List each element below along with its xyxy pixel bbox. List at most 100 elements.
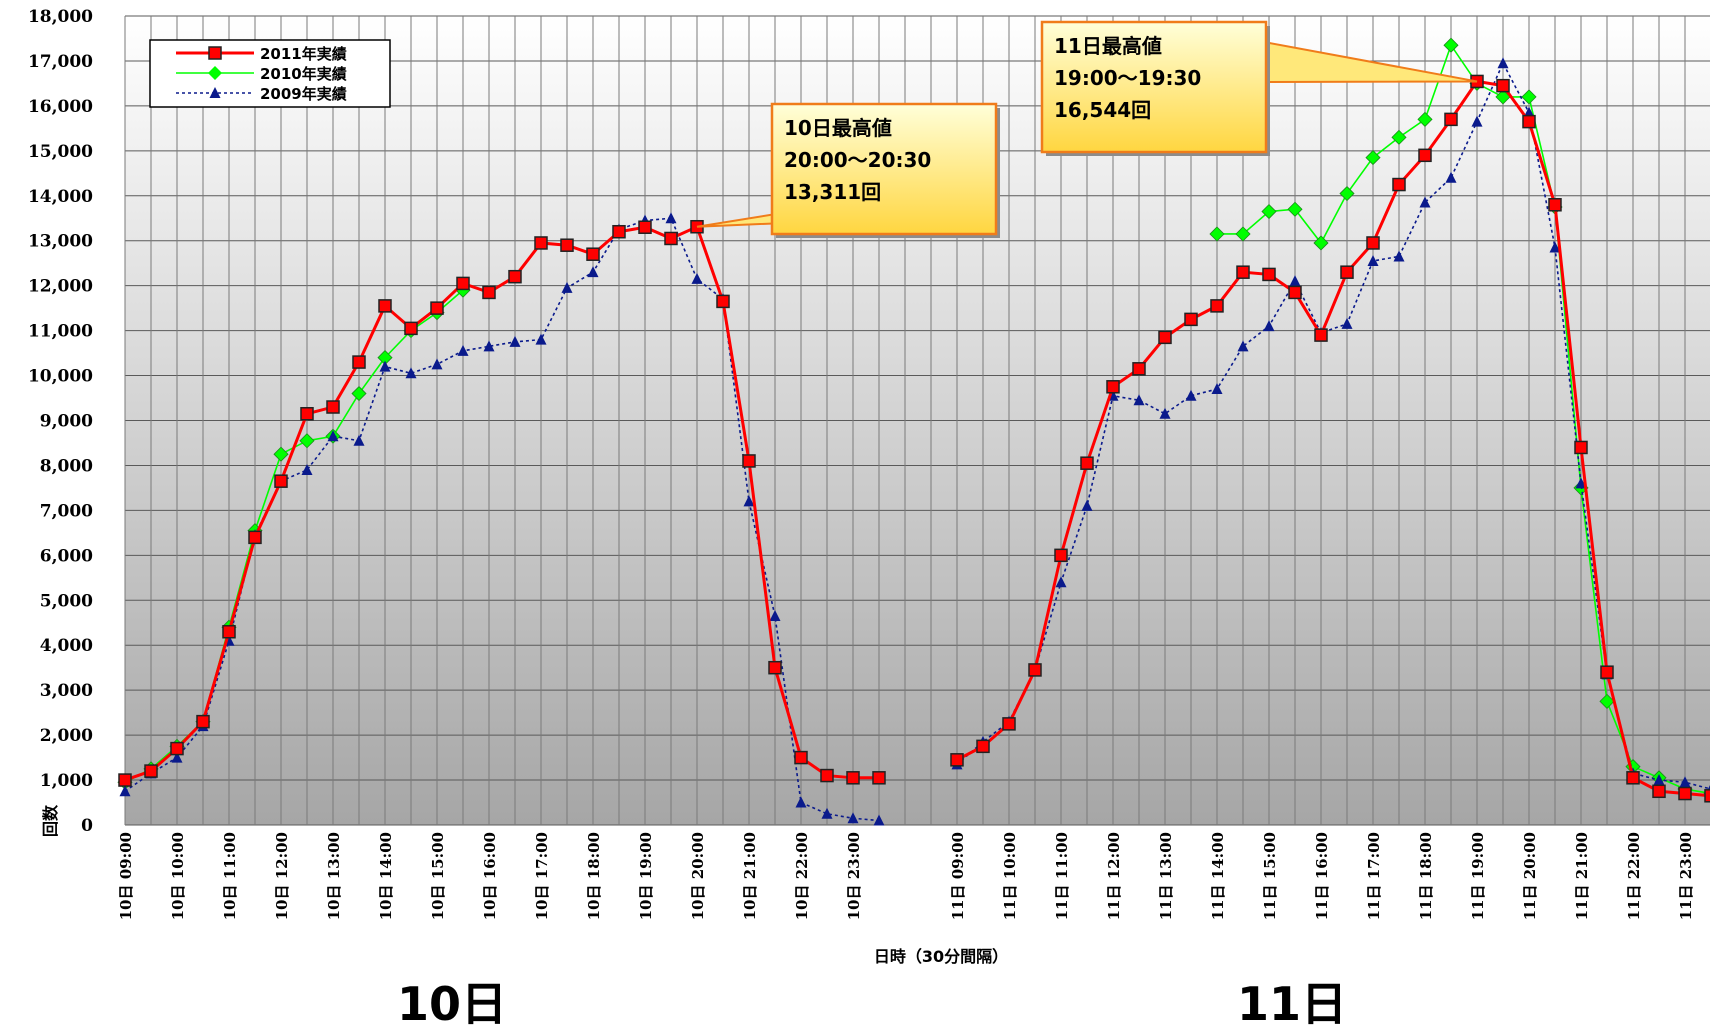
x-tick-label: 10日 15:00: [429, 832, 447, 920]
data-point: [1522, 114, 1536, 129]
data-point: [560, 238, 574, 252]
data-point: [379, 360, 391, 372]
legend-item-2: 2009年実績: [176, 85, 347, 103]
y-tick-label: 2,000: [40, 726, 93, 746]
data-point: [847, 812, 859, 824]
data-point: [482, 285, 496, 300]
data-point: [561, 281, 573, 293]
data-point: [1599, 693, 1615, 709]
day-label-11: 11日: [1237, 977, 1347, 1031]
y-axis-title: 回数: [41, 804, 60, 837]
data-point: [1159, 407, 1171, 419]
data-point: [405, 367, 417, 379]
data-point: [768, 660, 782, 675]
data-point: [1184, 312, 1198, 327]
data-point: [1340, 265, 1354, 279]
x-tick-label: 11日 23:00: [1677, 832, 1695, 920]
data-point: [1574, 440, 1588, 455]
data-point: [119, 785, 131, 797]
data-point: [1263, 320, 1275, 332]
series-layer: [117, 37, 1710, 826]
y-tick-label: 10,000: [28, 367, 93, 387]
day-label-10: 10日: [397, 977, 507, 1031]
legend-marker: [208, 66, 222, 80]
y-tick-label: 9,000: [40, 412, 93, 432]
data-point: [1055, 576, 1067, 588]
data-point: [1158, 330, 1172, 345]
data-point: [1288, 285, 1302, 300]
data-point: [171, 751, 183, 763]
y-tick-label: 3,000: [40, 681, 93, 701]
data-point: [1365, 150, 1381, 166]
data-point: [352, 355, 366, 369]
x-tick-label: 11日 13:00: [1157, 832, 1175, 920]
data-point: [1471, 115, 1483, 127]
data-point: [248, 530, 262, 545]
data-point: [1106, 380, 1120, 394]
y-tick-label: 6,000: [40, 546, 93, 566]
data-point: [795, 796, 807, 808]
data-point: [1652, 784, 1666, 799]
x-tick-label: 11日 15:00: [1261, 832, 1279, 920]
callout-line: 19:00～19:30: [1054, 66, 1201, 90]
legend-marker: [209, 87, 221, 98]
x-tick-label: 11日 12:00: [1105, 832, 1123, 920]
data-point: [483, 340, 495, 352]
data-point: [1289, 275, 1301, 287]
data-point: [326, 400, 340, 414]
y-tick-label: 14,000: [28, 187, 93, 207]
data-point: [430, 301, 444, 315]
data-point: [1445, 171, 1457, 183]
x-tick-label: 10日 16:00: [481, 832, 499, 920]
x-tick-label: 10日 20:00: [689, 832, 707, 920]
data-point: [1678, 786, 1692, 801]
data-point: [509, 335, 521, 347]
data-point: [274, 474, 288, 488]
data-point: [1262, 267, 1276, 282]
callout-box: [1040, 20, 1268, 154]
data-point: [1521, 89, 1537, 105]
data-point: [1235, 226, 1251, 242]
data-point: [1209, 226, 1225, 242]
x-axis-title: 日時（30分間隔）: [874, 947, 1008, 966]
data-point: [1367, 254, 1379, 266]
data-point: [1236, 265, 1250, 279]
x-tick-label: 11日 14:00: [1209, 832, 1227, 920]
data-point: [196, 714, 210, 729]
data-point: [1211, 383, 1223, 395]
data-point: [457, 344, 469, 356]
y-tick-label: 1,000: [40, 771, 93, 791]
data-point: [1028, 663, 1042, 677]
data-point: [1679, 776, 1691, 788]
series-0: [118, 74, 1710, 803]
callout-line: 10日最高値: [784, 116, 892, 140]
data-point: [1653, 774, 1665, 786]
data-point: [1287, 201, 1303, 217]
callout-box: [770, 102, 998, 236]
data-point: [1341, 317, 1353, 329]
legend-item-0: 2011年実績: [176, 45, 347, 63]
data-point: [456, 276, 470, 291]
data-point: [821, 807, 833, 819]
data-point: [534, 236, 548, 250]
series-line: [956, 79, 1710, 798]
y-tick-label: 16,000: [28, 97, 93, 117]
data-point: [1339, 185, 1355, 202]
y-tick-label: 11,000: [28, 322, 93, 342]
data-point: [222, 624, 236, 639]
x-tick-label: 10日 19:00: [637, 832, 655, 920]
data-point: [1497, 57, 1509, 69]
y-tick-label: 7,000: [40, 501, 93, 521]
data-point: [1444, 112, 1458, 127]
data-point: [1261, 203, 1277, 220]
data-point: [378, 299, 392, 313]
data-point: [300, 407, 314, 421]
data-point: [1133, 394, 1145, 406]
x-axis-ticks: 10日 09:00 10日 10:00 10日 11:00 10日 12:00 10日 …: [117, 832, 1695, 920]
x-tick-label: 11日 17:00: [1365, 832, 1383, 920]
data-point: [769, 610, 781, 622]
data-point: [794, 750, 808, 765]
data-point: [144, 764, 158, 778]
legend-label: 2011年実績: [260, 45, 347, 63]
x-tick-label: 11日 22:00: [1625, 832, 1643, 920]
